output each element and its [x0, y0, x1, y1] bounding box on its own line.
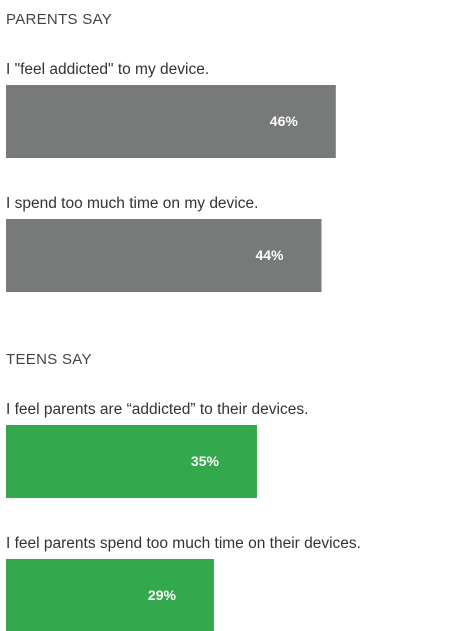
category-label: I "feel addicted" to my device.	[6, 61, 209, 78]
value-label: 35%	[191, 453, 220, 469]
group-title: PARENTS SAY	[6, 11, 112, 28]
bar	[6, 425, 257, 498]
bar	[6, 559, 214, 631]
bar	[6, 85, 336, 158]
value-label: 46%	[270, 113, 299, 129]
bar	[6, 219, 322, 292]
category-label: I spend too much time on my device.	[6, 195, 258, 212]
category-label: I feel parents spend too much time on th…	[6, 535, 361, 552]
group-title: TEENS SAY	[6, 351, 92, 368]
value-label: 29%	[148, 587, 177, 603]
value-label: 44%	[255, 247, 284, 263]
category-label: I feel parents are “addicted” to their d…	[6, 401, 308, 418]
